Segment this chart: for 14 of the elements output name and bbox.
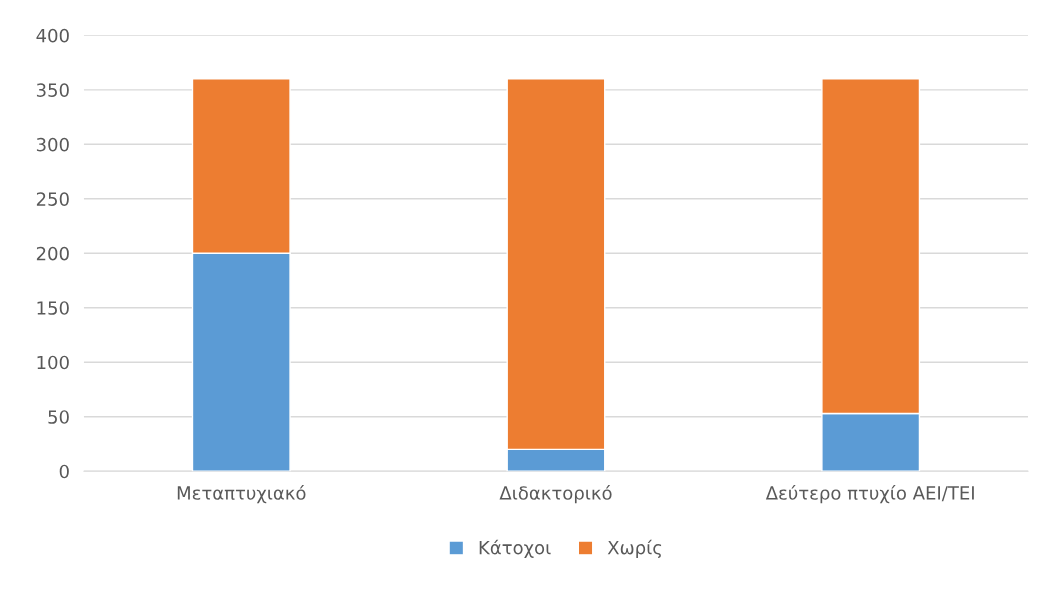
y-tick-label: 200 [36,246,69,261]
legend-label: Χωρίς [607,539,662,558]
y-tick-label: 150 [37,301,69,315]
y-tick-label: 50 [48,410,69,424]
x-tick-label: Διδακτορικό [499,485,612,504]
x-tick-label: Δεύτερο πτυχίο ΑΕΙ/ΤΕΙ [765,485,974,504]
y-tick-label: 300 [36,137,69,152]
y-tick-label: 100 [37,355,69,370]
y-tick-label: 0 [59,464,69,479]
y-tick-label: 250 [36,192,69,206]
y-tick-label: 400 [36,28,69,43]
legend-label: Κάτοχοι [479,539,551,558]
y-tick-label: 350 [36,83,69,97]
x-tick-label: Μεταπτυχιακό [177,485,306,504]
